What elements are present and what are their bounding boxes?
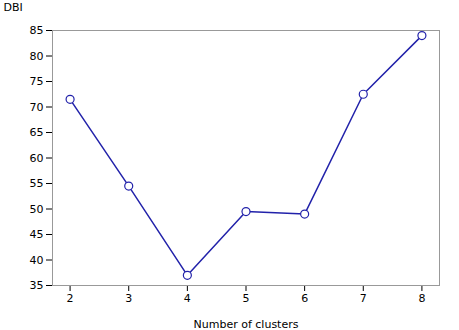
svg-text:55: 55: [30, 177, 44, 190]
svg-text:Number of clusters: Number of clusters: [194, 318, 299, 330]
svg-text:60: 60: [30, 152, 44, 165]
svg-text:80: 80: [30, 50, 44, 63]
svg-text:45: 45: [30, 228, 44, 241]
svg-text:70: 70: [30, 101, 44, 114]
svg-text:5: 5: [243, 292, 250, 305]
svg-text:DBI: DBI: [4, 1, 23, 14]
svg-text:50: 50: [30, 203, 44, 216]
svg-text:65: 65: [30, 126, 44, 139]
svg-text:40: 40: [30, 254, 44, 267]
svg-text:75: 75: [30, 75, 44, 88]
svg-text:6: 6: [301, 292, 308, 305]
svg-text:4: 4: [184, 292, 191, 305]
svg-text:2: 2: [67, 292, 74, 305]
svg-text:3: 3: [125, 292, 132, 305]
svg-text:7: 7: [360, 292, 367, 305]
svg-text:85: 85: [30, 24, 44, 37]
svg-text:35: 35: [30, 279, 44, 292]
svg-text:8: 8: [418, 292, 425, 305]
